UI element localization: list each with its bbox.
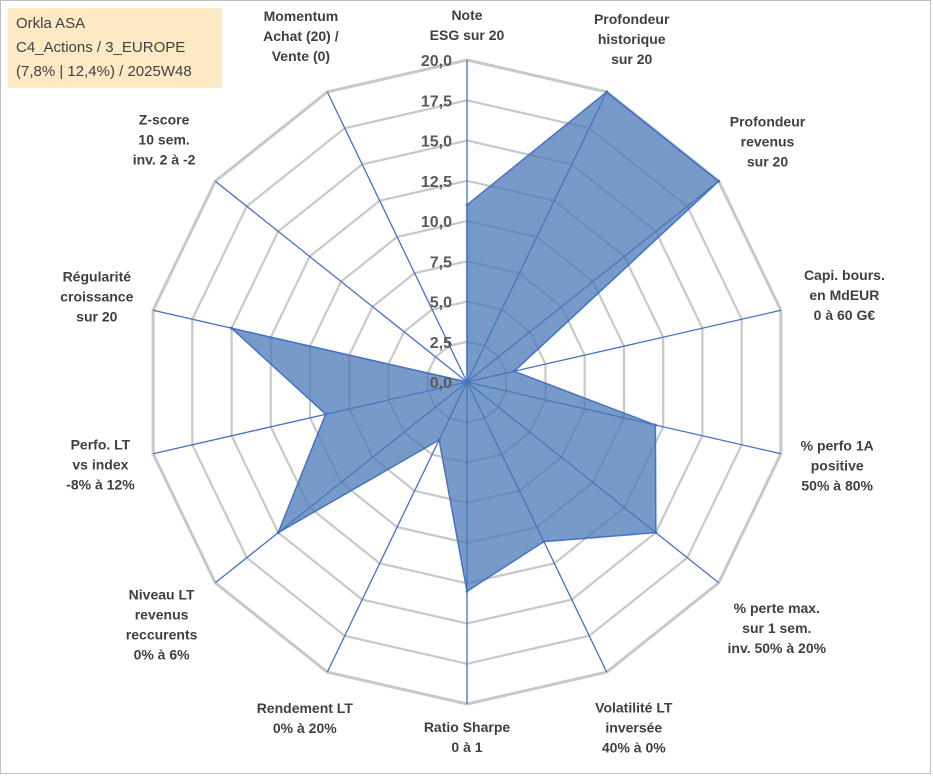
category-label-10-line-1: vs index	[72, 457, 128, 473]
info-category: C4_Actions / 3_EUROPE	[16, 39, 186, 56]
category-label-9-line-0: Niveau LT	[129, 587, 195, 603]
category-label-4: % perfo 1A positive 50% à 80%	[801, 438, 874, 494]
category-label-5-line-0: % perte max.	[734, 600, 820, 616]
category-label-0-line-0: Note	[451, 7, 482, 23]
tick-label-6: 15,0	[421, 134, 452, 151]
info-period: (7,8% | 12,4%) / 2025W48	[16, 63, 192, 80]
category-label-13-line-0: Momentum	[264, 8, 339, 24]
spoke-3	[466, 309, 782, 383]
category-label-4-line-0: % perfo 1A	[801, 438, 874, 454]
category-label-13-line-1: Achat (20) /	[263, 28, 339, 44]
label-layer: Note ESG sur 20 Profondeur historique sur 20…	[60, 7, 885, 755]
series-layer	[228, 90, 721, 593]
category-label-7-line-1: 0 à 1	[451, 739, 482, 755]
data-point-9	[276, 531, 280, 535]
tick-label-1: 2,5	[430, 335, 452, 352]
category-label-10-line-2: -8% à 12%	[66, 477, 135, 493]
category-label-1-line-1: historique	[598, 31, 666, 47]
tick-label-5: 12,5	[421, 174, 452, 191]
category-label-3: Capi. bours. en MdEUR 0 à 60 G€	[804, 267, 885, 323]
category-label-2: Profondeur revenus sur 20	[730, 113, 806, 169]
tick-label-2: 5,0	[430, 295, 452, 312]
category-label-0-line-1: ESG sur 20	[430, 27, 505, 43]
data-point-8	[437, 438, 441, 442]
info-box: Orkla ASA C4_Actions / 3_EUROPE (7,8% | …	[8, 8, 222, 88]
category-label-11: Régularité croissance sur 20	[60, 269, 133, 325]
category-label-6-line-1: inversée	[605, 719, 662, 735]
category-label-2-line-0: Profondeur	[730, 113, 806, 129]
category-label-3-line-0: Capi. bours.	[804, 267, 885, 283]
category-label-4-line-2: 50% à 80%	[801, 478, 873, 494]
data-point-3	[512, 369, 516, 373]
category-label-5-line-2: inv. 50% à 20%	[728, 640, 827, 656]
data-point-6	[542, 540, 546, 544]
category-label-1-line-2: sur 20	[611, 51, 652, 67]
category-label-2-line-1: revenus	[741, 133, 795, 149]
category-label-7: Ratio Sharpe 0 à 1	[424, 719, 511, 755]
category-label-8-line-0: Rendement LT	[257, 700, 354, 716]
category-label-7-line-0: Ratio Sharpe	[424, 719, 511, 735]
category-label-13-line-2: Vente (0)	[272, 48, 330, 64]
category-label-5-line-1: sur 1 sem.	[742, 620, 811, 636]
category-label-0: Note ESG sur 20	[430, 7, 505, 43]
category-label-9-line-3: 0% à 6%	[134, 647, 191, 663]
category-label-12: Z-score 10 sem. inv. 2 à -2	[133, 112, 196, 168]
category-label-12-line-0: Z-score	[139, 112, 190, 128]
data-point-7	[465, 589, 469, 593]
tick-label-8: 20,0	[421, 53, 452, 70]
category-label-1: Profondeur historique sur 20	[594, 11, 670, 67]
category-label-11-line-0: Régularité	[63, 269, 132, 285]
data-point-0	[465, 203, 469, 207]
data-point-4	[653, 423, 657, 427]
category-label-10-line-0: Perfo. LT	[71, 437, 131, 453]
category-label-11-line-2: sur 20	[76, 309, 117, 325]
category-label-9-line-2: reccurents	[126, 627, 198, 643]
category-label-12-line-1: 10 sem.	[138, 132, 189, 148]
category-label-8-line-1: 0% à 20%	[273, 720, 337, 736]
data-point-1	[605, 90, 609, 94]
tick-layer: 0,0 2,5 5,0 7,5 10,0 12,5 15,0 17,5 20,0	[421, 53, 452, 392]
tick-label-7: 17,5	[421, 93, 452, 110]
category-label-4-line-1: positive	[811, 458, 864, 474]
category-label-1-line-0: Profondeur	[594, 11, 670, 27]
data-point-2	[717, 179, 721, 183]
category-label-8: Rendement LT 0% à 20%	[257, 700, 354, 736]
category-label-6-line-0: Volatilité LT	[595, 699, 673, 715]
data-point-10	[324, 412, 328, 416]
data-point-5	[654, 531, 658, 535]
category-label-11-line-1: croissance	[60, 289, 133, 305]
category-label-9-line-1: revenus	[135, 607, 189, 623]
data-point-13	[465, 380, 469, 384]
tick-label-4: 10,0	[421, 214, 452, 231]
category-label-10: Perfo. LT vs index -8% à 12%	[66, 437, 135, 493]
data-point-11	[230, 326, 234, 330]
series-area	[228, 90, 720, 593]
info-company-name: Orkla ASA	[16, 15, 86, 32]
category-label-3-line-2: 0 à 60 G€	[814, 307, 876, 323]
category-label-13: Momentum Achat (20) / Vente (0)	[263, 8, 339, 64]
spoke-13	[326, 91, 468, 383]
category-label-6: Volatilité LT inversée 40% à 0%	[595, 699, 673, 755]
category-label-12-line-2: inv. 2 à -2	[133, 152, 196, 168]
tick-label-3: 7,5	[430, 254, 452, 271]
spoke-12	[214, 180, 468, 383]
tick-label-0: 0,0	[430, 375, 452, 392]
category-label-5: % perte max. sur 1 sem. inv. 50% à 20%	[728, 600, 827, 656]
category-label-6-line-2: 40% à 0%	[602, 739, 666, 755]
category-label-9: Niveau LT revenus reccurents 0% à 6%	[126, 587, 198, 663]
category-label-2-line-2: sur 20	[747, 153, 788, 169]
category-label-3-line-1: en MdEUR	[809, 287, 879, 303]
